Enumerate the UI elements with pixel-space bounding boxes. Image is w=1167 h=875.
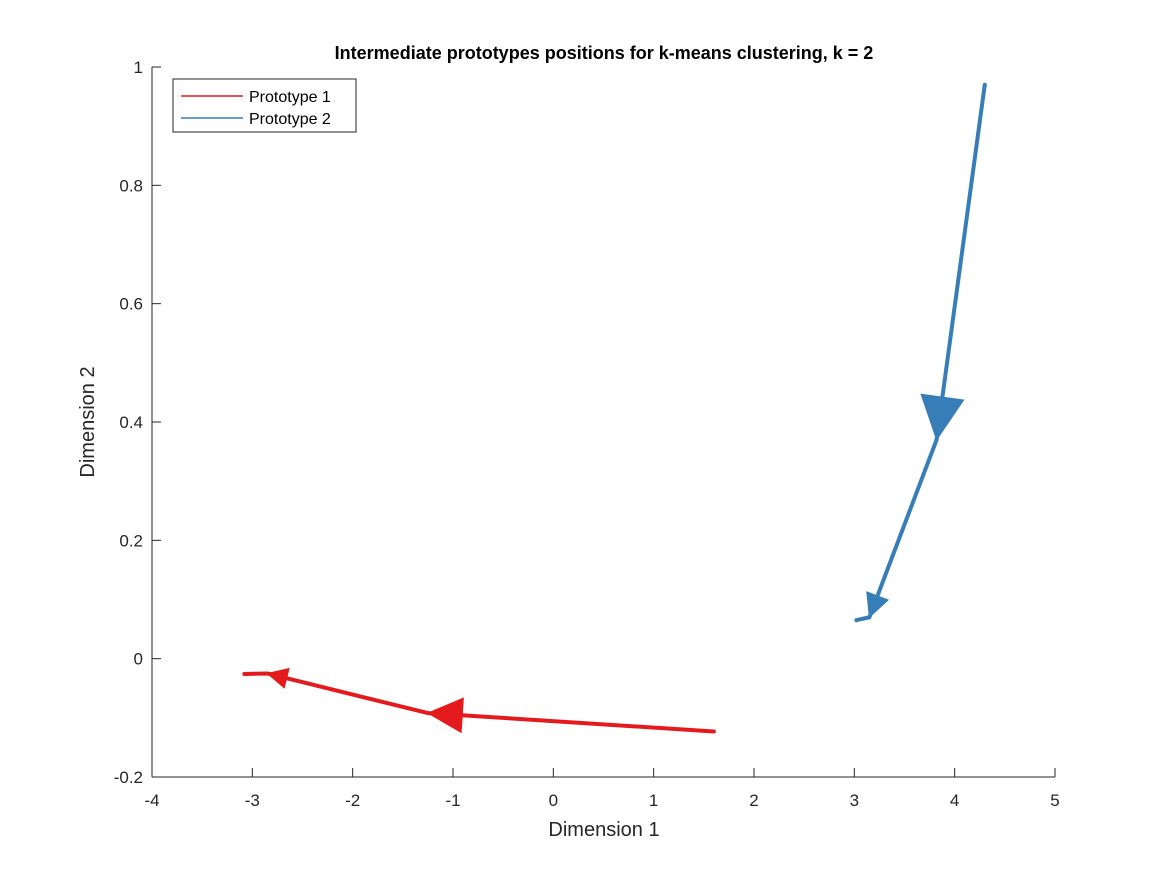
axes: -4 -3 -2 -1 0 1 2 3 4 5 -0.2 0 0.2 0.4 0.6 0.8 1 (114, 58, 1060, 810)
arrowhead (920, 393, 965, 441)
data-point (425, 711, 430, 716)
x-tick-label: -4 (144, 791, 159, 810)
series-line (244, 671, 714, 734)
arrowhead (266, 667, 290, 689)
x-tick-label: 4 (950, 791, 959, 810)
y-tick-label: 0.8 (119, 176, 143, 195)
y-tick-label: 0.4 (119, 413, 143, 432)
series-line (855, 84, 987, 623)
y-tick-label: 1 (134, 58, 143, 77)
x-tick-label: -3 (245, 791, 260, 810)
x-axis-label: Dimension 1 (548, 819, 659, 841)
y-tick-label: -0.2 (114, 768, 143, 787)
y-tick-label: 0.2 (119, 531, 143, 550)
data-point (711, 729, 716, 734)
data-point (934, 437, 939, 442)
x-tick-label: -2 (345, 791, 360, 810)
legend-label: Prototype 1 (249, 89, 331, 106)
x-tick-label: 2 (749, 791, 758, 810)
data-point (242, 672, 247, 677)
x-tick-label: -1 (445, 791, 460, 810)
legend-box (172, 78, 357, 133)
x-tick-label: 5 (1050, 791, 1059, 810)
data-point (867, 615, 872, 620)
data-point (982, 82, 987, 87)
data-point (854, 618, 859, 623)
legend: Prototype 1 Prototype 2 (172, 78, 357, 133)
y-axis-label: Dimension 2 (77, 366, 99, 477)
x-tick-label: 0 (549, 791, 558, 810)
x-tick-label: 1 (649, 791, 658, 810)
series-layer (242, 82, 987, 734)
y-tick-label: 0 (134, 650, 143, 669)
x-tick-label: 3 (850, 791, 859, 810)
y-tick-label: 0.6 (119, 295, 143, 314)
arrowhead (866, 591, 890, 619)
data-point (265, 671, 270, 676)
series-2 (854, 82, 987, 623)
arrowhead (426, 697, 464, 734)
series-1 (242, 667, 716, 734)
chart-title: Intermediate prototypes positions for k-… (335, 43, 874, 63)
legend-label: Prototype 2 (249, 111, 331, 128)
